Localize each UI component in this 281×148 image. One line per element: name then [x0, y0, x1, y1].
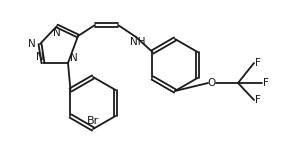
Text: O: O: [208, 78, 216, 88]
Text: F: F: [263, 78, 269, 88]
Text: F: F: [255, 58, 261, 68]
Text: N: N: [70, 53, 78, 63]
Text: Br: Br: [87, 116, 99, 126]
Text: NH: NH: [130, 37, 146, 47]
Text: N: N: [36, 52, 44, 62]
Text: F: F: [255, 95, 261, 105]
Text: N: N: [28, 39, 36, 49]
Text: N: N: [53, 28, 61, 38]
